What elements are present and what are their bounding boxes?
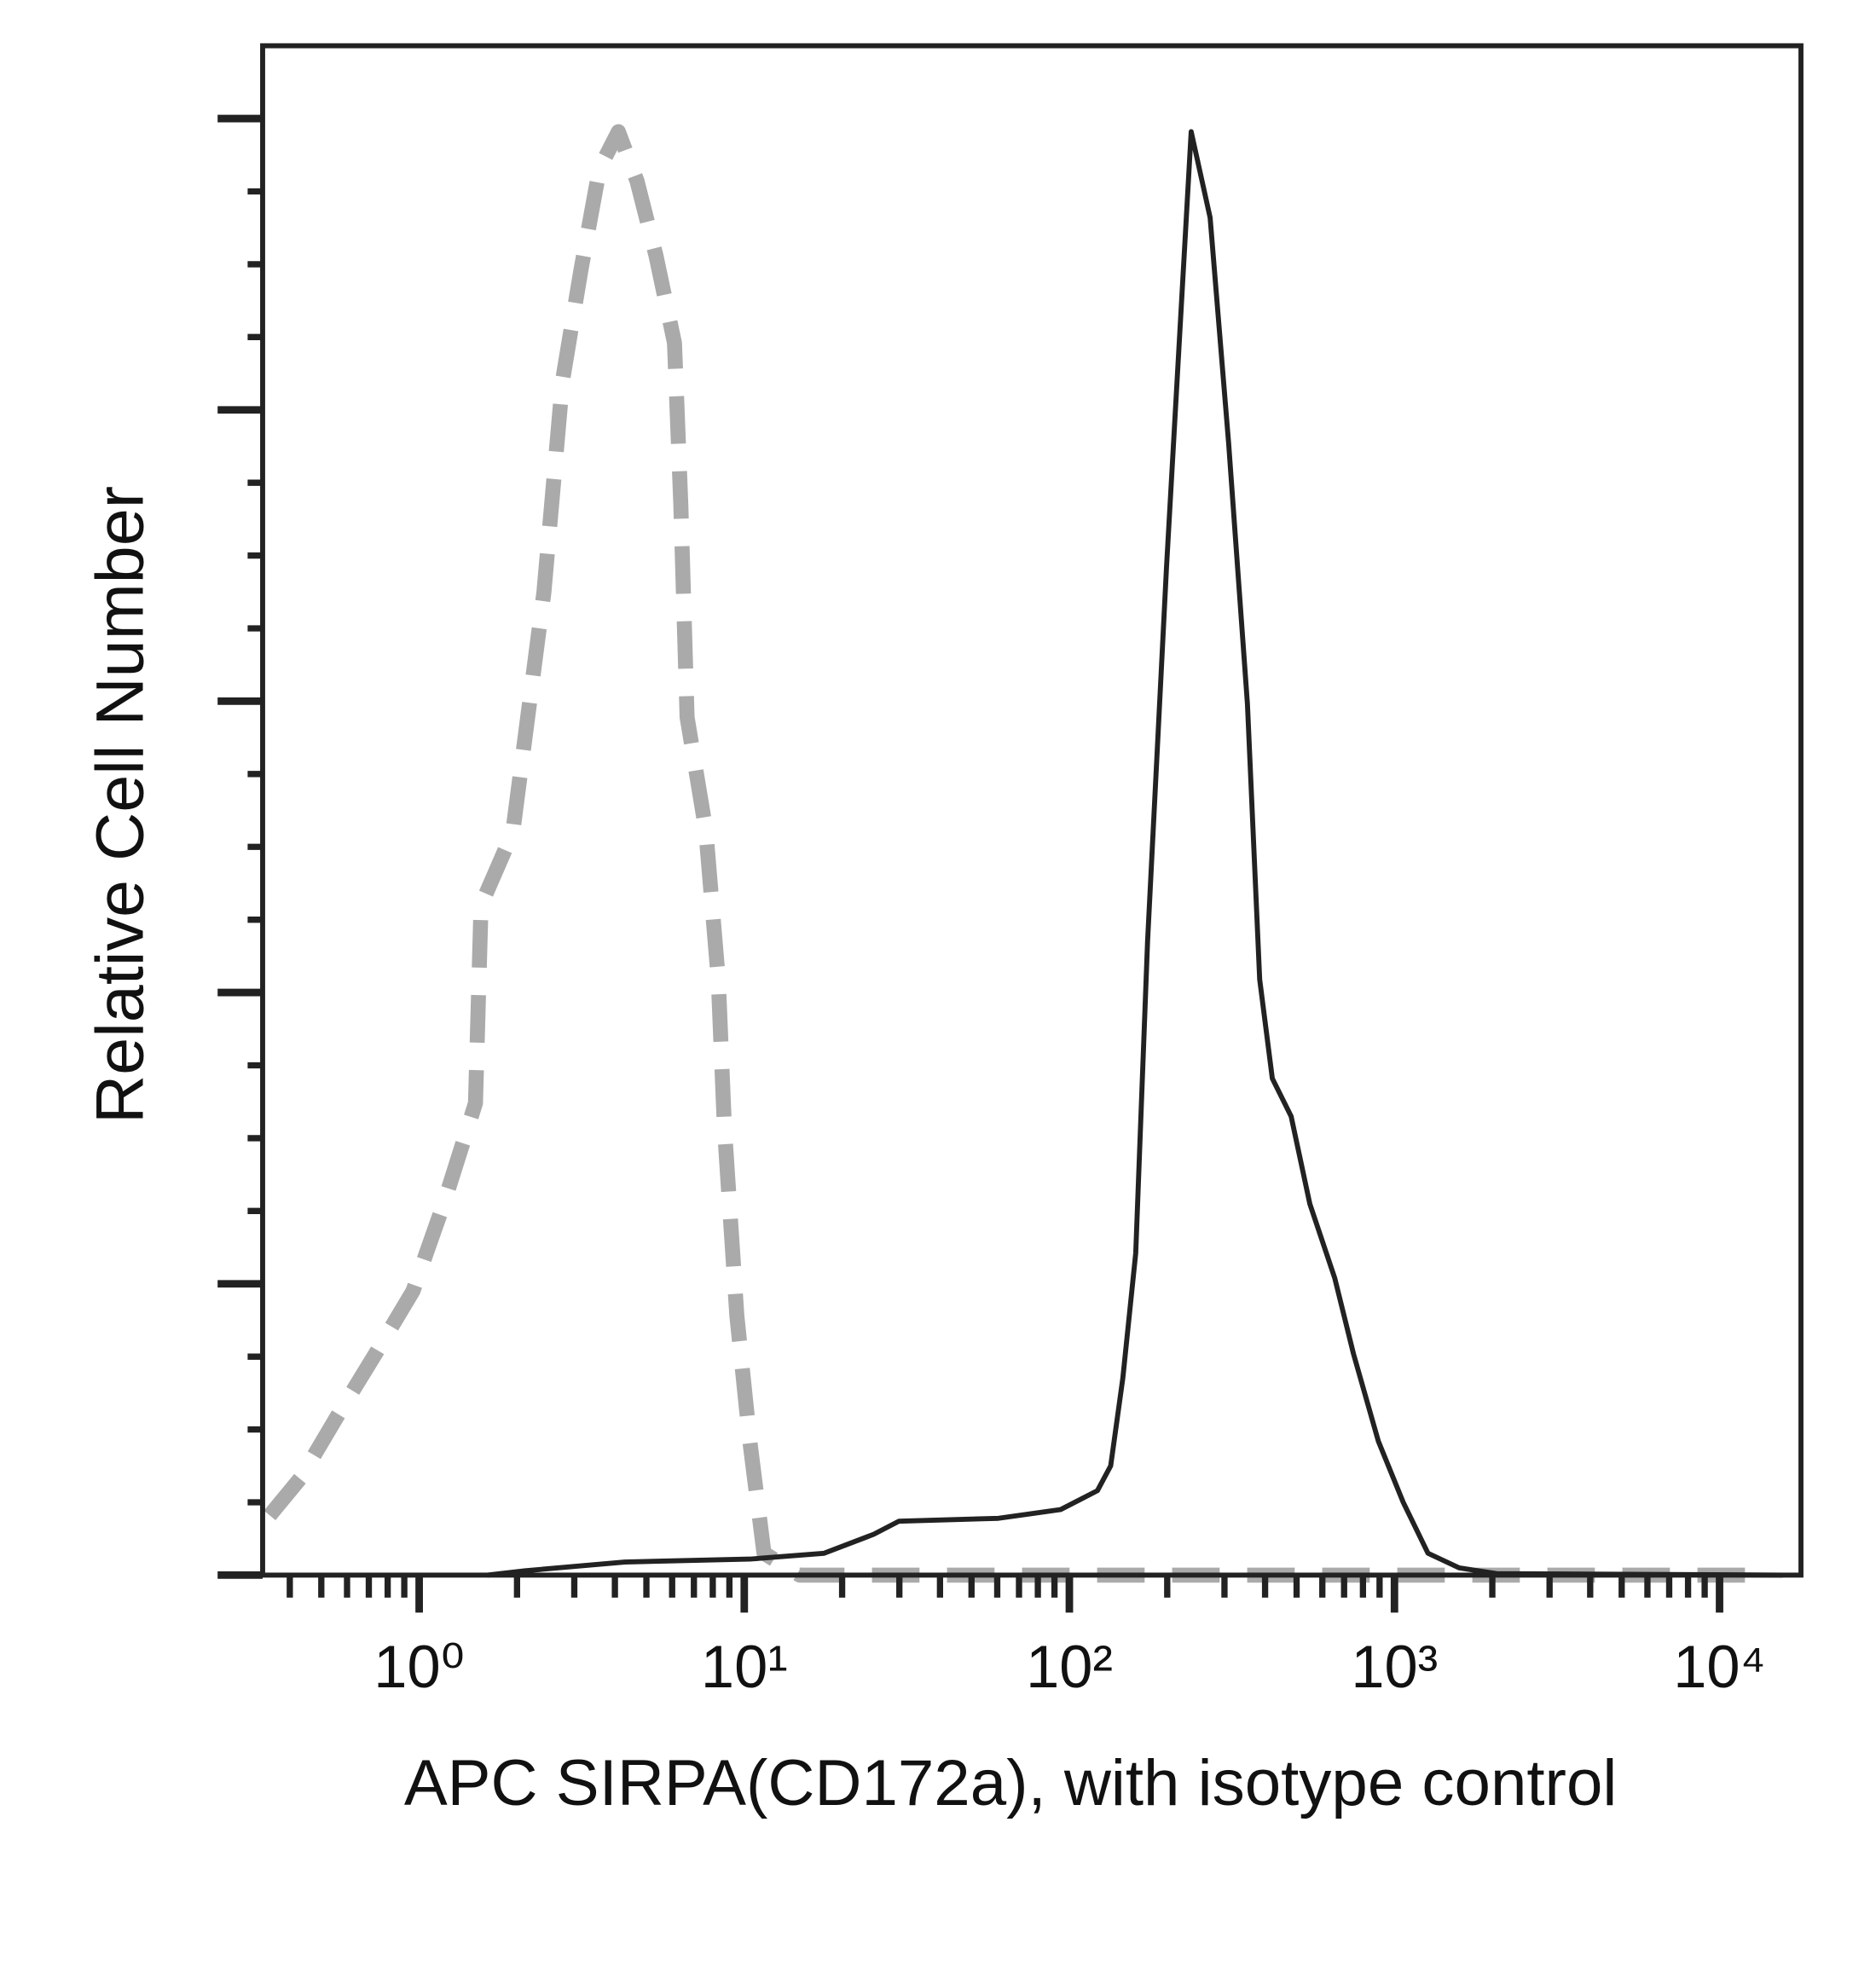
x-tick-label: 10³ bbox=[1351, 1633, 1438, 1700]
y-axis-label: Relative Cell Number bbox=[82, 486, 158, 1124]
x-axis-label: APC SIRPA(CD172a), with isotype control bbox=[404, 1747, 1617, 1819]
histogram-line bbox=[487, 129, 1783, 1578]
x-tick-label: 10⁴ bbox=[1673, 1633, 1766, 1700]
x-tick-label: 10² bbox=[1026, 1633, 1113, 1700]
histogram-line bbox=[263, 124, 1771, 1583]
plot-frame bbox=[260, 43, 1804, 1578]
x-tick-label: 10⁰ bbox=[373, 1633, 465, 1700]
x-tick-label: 10¹ bbox=[701, 1633, 788, 1700]
